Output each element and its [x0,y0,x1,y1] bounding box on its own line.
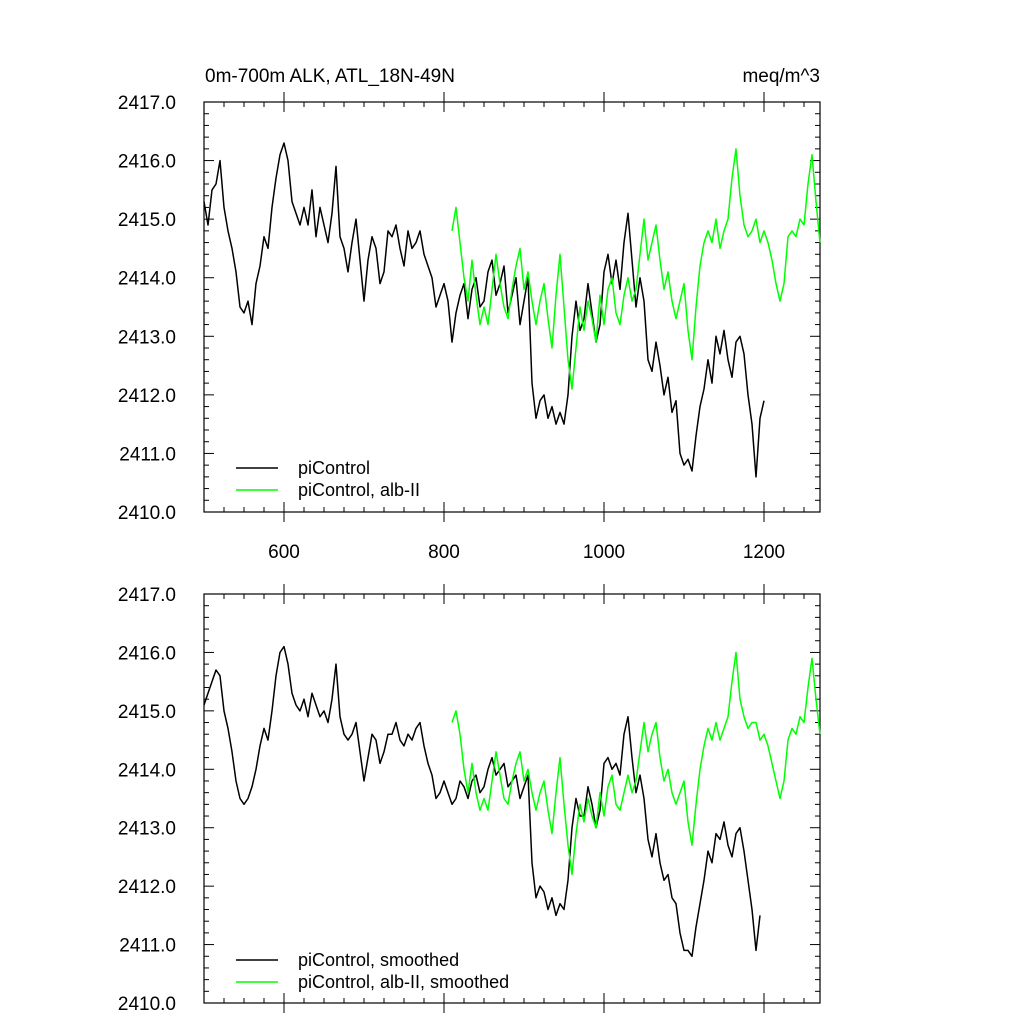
bottom-y-tick-label: 2412.0 [118,877,176,898]
bottom-y-tick-label: 2416.0 [118,643,176,664]
bottom-legend-label-1: piControl, smoothed [298,950,459,970]
bottom-series-line-1 [203,645,761,958]
figure-title-right: meq/m^3 [742,66,820,87]
figure-title-left: 0m-700m ALK, ATL_18N-49N [205,66,455,87]
bottom-panel: 2410.0 2411.0 2412.0 2413.0 2414.0 2415.0 2416… [118,584,821,1015]
bottom-y-tick-label: 2413.0 [118,819,176,840]
top-y-tick-label: 2411.0 [119,444,176,465]
top-panel-series [203,142,821,478]
bottom-panel-frame [203,593,821,1004]
top-series-line-1 [203,142,765,478]
top-panel-frame [203,101,821,513]
top-y-tick-label: 2417.0 [118,93,176,114]
top-y-tick-label: 2410.0 [118,503,176,524]
bottom-y-tick-label: 2414.0 [118,760,176,781]
bottom-series-line-2 [451,651,821,876]
bottom-panel-series [203,645,821,958]
top-x-tick-label: 600 [268,542,300,563]
top-y-tick-label: 2414.0 [118,269,176,290]
top-x-tick-label: 1200 [743,542,785,563]
top-x-tick-label: 800 [428,542,460,563]
top-panel: 2410.0 2411.0 2412.0 2413.0 2414.0 2415.0 2416… [118,92,821,563]
top-x-tick-label: 1000 [583,542,625,563]
bottom-y-tick-label: 2415.0 [118,702,176,723]
bottom-y-tick-label: 2411.0 [119,936,176,957]
top-y-tick-label: 2415.0 [118,210,176,231]
top-series-line-2 [451,148,821,390]
bottom-legend-label-2: piControl, alb-II, smoothed [298,972,509,992]
top-y-tick-label: 2416.0 [118,152,176,173]
top-y-tick-label: 2413.0 [118,327,176,348]
top-legend-label-1: piControl [298,458,370,478]
bottom-panel-ticks: 2410.0 2411.0 2412.0 2413.0 2414.0 2415.0 2416… [118,584,820,1015]
bottom-y-tick-label: 2417.0 [118,585,176,606]
top-legend-label-2: piControl, alb-II [298,480,420,500]
top-y-tick-label: 2412.0 [118,386,176,407]
bottom-y-tick-label: 2410.0 [118,994,176,1015]
top-panel-ticks: 2410.0 2411.0 2412.0 2413.0 2414.0 2415.0 2416… [118,92,820,563]
